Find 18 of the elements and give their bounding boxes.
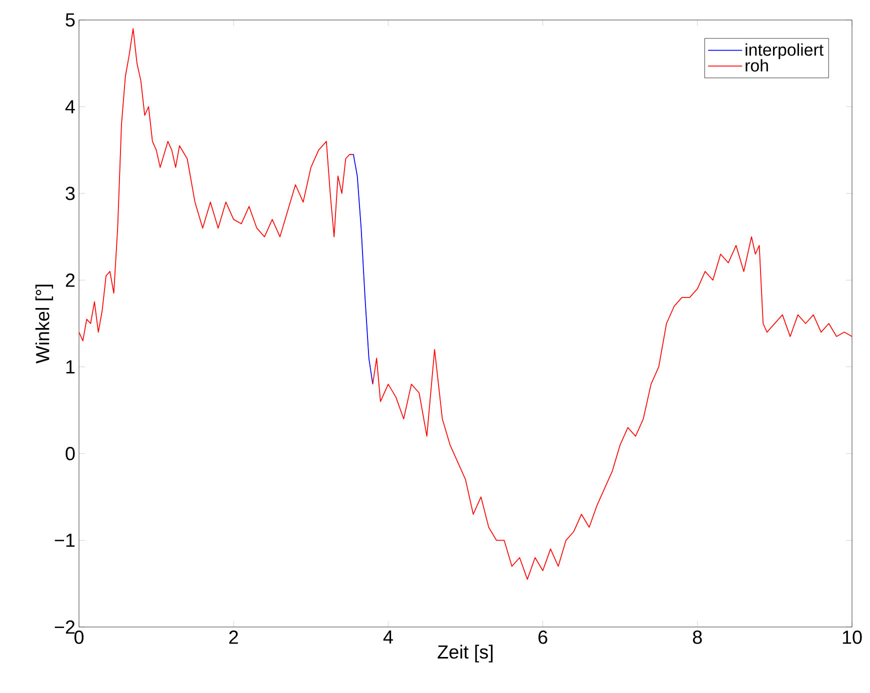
y-tick-label: 4 xyxy=(65,100,75,114)
x-tick-label: 0 xyxy=(74,630,84,644)
x-axis-title: Zeit [s] xyxy=(438,644,493,662)
x-tick-label: 2 xyxy=(229,630,238,644)
x-tick-label: 6 xyxy=(538,630,548,644)
y-tick-label: 3 xyxy=(66,186,75,200)
x-tick-label: 10 xyxy=(842,630,862,644)
y-tick-label: −2 xyxy=(54,620,75,634)
y-tick-label: 1 xyxy=(66,360,75,374)
y-tick-label: −1 xyxy=(54,534,75,547)
y-axis-title: Winkel [°] xyxy=(35,284,54,364)
legend-label: roh xyxy=(746,59,768,72)
legend-label: interpoliert xyxy=(746,43,824,60)
x-tick-label: 8 xyxy=(692,630,702,644)
y-tick-label: 5 xyxy=(66,13,75,27)
x-tick-label: 4 xyxy=(383,630,393,644)
y-tick-label: 2 xyxy=(66,274,75,287)
y-tick-label: 0 xyxy=(66,446,75,460)
